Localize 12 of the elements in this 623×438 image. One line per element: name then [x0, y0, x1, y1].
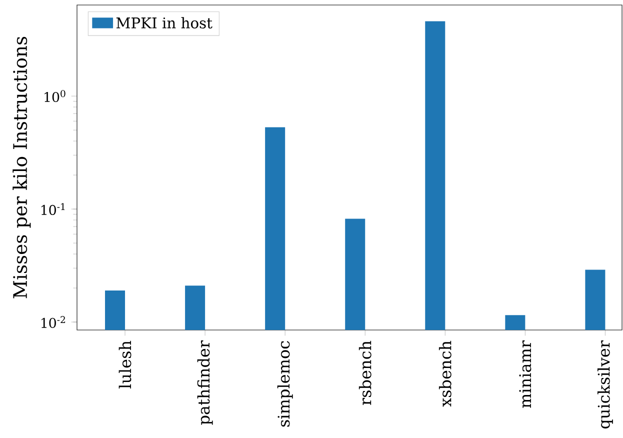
x-tick-label: pathfinder [197, 340, 213, 425]
x-tick-label: rsbench [358, 340, 372, 405]
y-axis-title: Misses per kilo Instructions [12, 36, 31, 298]
y-tick-label: 10$^{0}$ [44, 90, 66, 102]
x-tick-label: miniamr [519, 340, 532, 408]
legend-label: MPKI in host [116, 17, 212, 28]
x-tick-label: lulesh [118, 340, 132, 388]
y-tick-label: 10$^{-2}$ [42, 316, 66, 328]
x-tick-label: simplemoc [277, 341, 293, 427]
y-tick-label: 10$^{-1}$ [42, 203, 65, 216]
x-tick-label: quicksilver [597, 340, 613, 429]
x-tick-label: xsbench [438, 340, 452, 407]
